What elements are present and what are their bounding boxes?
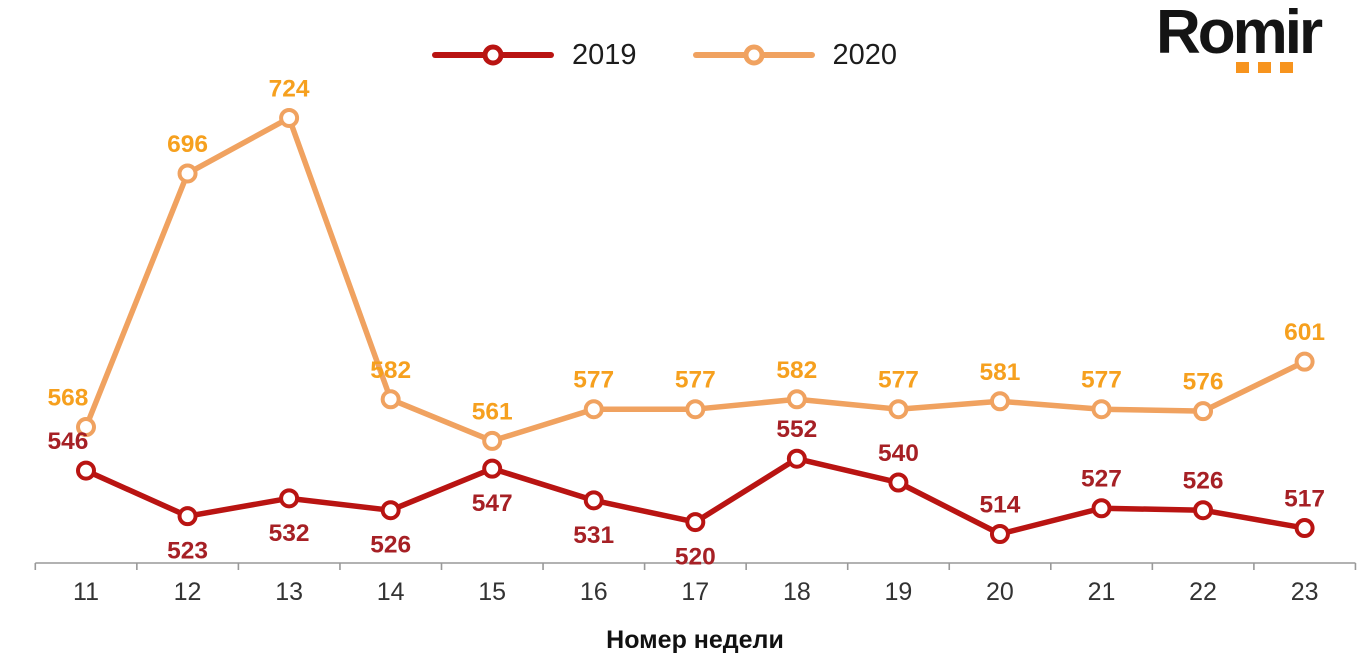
data-label-2020: 576 [1183,369,1224,396]
data-label-2020: 577 [1081,367,1122,394]
x-axis-title: Номер недели [606,626,784,654]
data-point-marker-2020 [177,163,198,184]
data-label-2020: 568 [48,385,89,412]
data-point-marker-2020 [380,389,401,410]
data-point-marker-2019 [685,512,706,533]
data-point-marker-2020 [786,389,807,410]
data-label-2019: 552 [776,416,817,443]
legend-label-2019: 2019 [572,38,637,71]
data-point-marker-2020 [1193,401,1214,422]
data-point-marker-2019 [482,458,503,479]
data-point-marker-2019 [786,448,807,469]
logo-orange-square [1258,62,1271,73]
data-point-marker-2019 [989,524,1010,544]
romir-logo: Romir [1156,0,1356,73]
x-tick-label: 16 [580,578,608,606]
data-point-marker-2019 [76,460,96,481]
x-tick-label: 13 [275,578,303,606]
data-point-marker-2019 [888,472,909,493]
data-point-marker-2019 [380,500,401,521]
data-point-marker-2019 [1193,500,1214,521]
x-tick-label: 21 [1088,578,1116,606]
data-point-marker-2020 [583,399,604,420]
data-point-marker-2019 [583,490,604,511]
data-label-2019: 517 [1284,486,1325,513]
legend-item-2020: 2020 [692,38,898,71]
data-label-2019: 540 [878,440,919,467]
data-point-marker-2019 [279,488,300,509]
logo-orange-square [1280,62,1293,73]
data-label-2020: 601 [1284,319,1325,346]
data-point-marker-2019 [1091,498,1112,519]
x-tick-label: 12 [174,578,202,606]
data-point-marker-2020 [482,430,503,451]
data-label-2019: 520 [675,544,716,571]
data-label-2019: 514 [980,492,1021,519]
data-label-2020: 581 [980,359,1021,386]
x-tick-label: 20 [986,578,1014,606]
data-label-2019: 531 [573,522,614,549]
data-label-2020: 724 [269,75,310,102]
data-label-2020: 582 [370,357,411,384]
data-point-marker-2020 [1091,399,1112,420]
x-tick-label: 22 [1189,578,1217,606]
x-tick-label: 23 [1291,578,1319,606]
data-label-2020: 577 [573,367,614,394]
data-label-2019: 547 [472,490,513,517]
data-label-2020: 582 [776,357,817,384]
romir-logo-dots [1236,62,1293,73]
x-tick-label: 17 [681,578,709,606]
data-point-marker-2019 [1294,518,1315,539]
x-tick-label: 14 [377,578,405,606]
data-label-2019: 526 [370,532,411,559]
data-point-marker-2020 [685,399,706,420]
data-point-marker-2020 [888,399,909,420]
x-tick-label: 19 [884,578,912,606]
x-tick-label: 11 [73,578,99,606]
legend-line-sample-2020 [692,44,815,66]
line-chart-canvas: 11 12 13 14 15 16 17 18 19 20 21 22 23 568 696 724 582 56… [34,75,1357,606]
data-label-2019: 532 [269,520,310,547]
data-label-2019: 527 [1081,466,1122,493]
x-tick-label: 18 [783,578,811,606]
data-point-marker-2020 [279,107,300,128]
data-label-2019: 523 [167,538,208,565]
data-point-marker-2020 [1294,351,1315,372]
romir-logo-text: Romir [1156,0,1323,67]
legend-label-2020: 2020 [832,38,898,71]
data-label-2020: 696 [167,131,208,158]
chart-legend: 2019 2020 [432,36,897,74]
data-label-2020: 577 [878,367,919,394]
data-label-2019: 526 [1183,468,1224,495]
x-tick-label: 15 [478,578,506,606]
legend-item-2019: 2019 [432,38,637,71]
data-label-2019: 546 [48,428,89,455]
data-label-2020: 577 [675,367,716,394]
data-point-marker-2019 [177,506,198,527]
data-label-2020: 561 [472,398,513,425]
data-point-marker-2020 [76,417,96,438]
legend-line-sample-2019 [432,44,554,66]
logo-orange-square [1236,62,1249,73]
data-point-marker-2020 [989,391,1010,412]
